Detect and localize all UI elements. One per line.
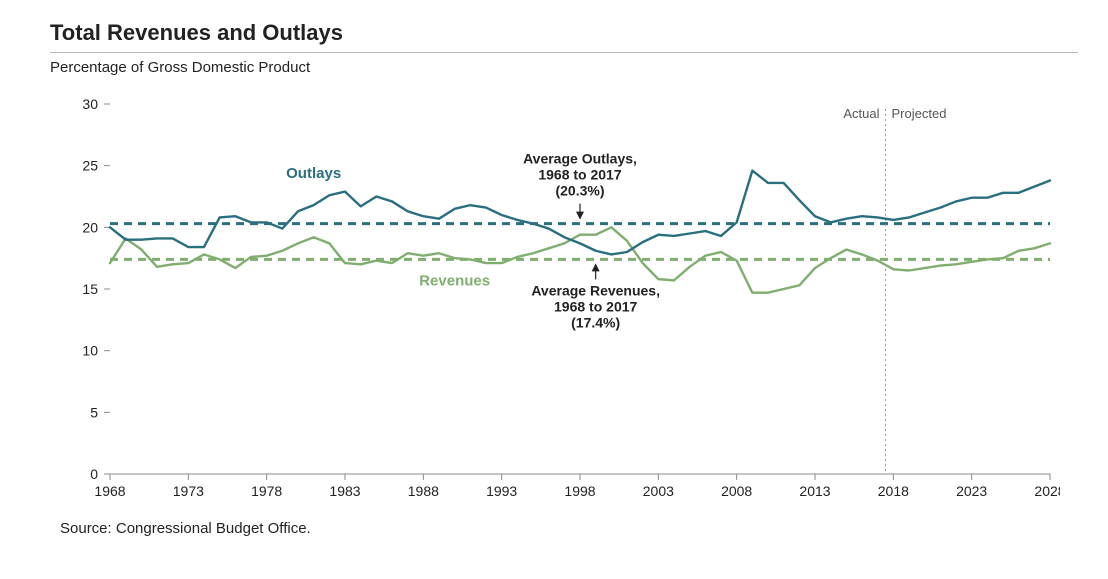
y-tick-label: 5 xyxy=(90,404,98,420)
chart-source: Source: Congressional Budget Office. xyxy=(60,520,1078,537)
chart-svg: 0 5 10 15 20 25 30 1968 1973 1978 1983 1988 1993 1998… xyxy=(60,84,1060,504)
avg-outlays-annot: Average Outlays, xyxy=(523,151,637,167)
y-tick-label: 25 xyxy=(82,158,98,174)
y-tick-label: 20 xyxy=(82,219,98,235)
avg-revenues-annot: Average Revenues, xyxy=(531,282,660,298)
x-tick-label: 2013 xyxy=(799,483,830,499)
x-tick-label: 1978 xyxy=(251,483,282,499)
x-tick-label: 1983 xyxy=(329,483,360,499)
actual-label: Actual xyxy=(843,106,879,121)
avg-revenues-annot: (17.4%) xyxy=(571,314,620,330)
chart-subtitle: Percentage of Gross Domestic Product xyxy=(50,59,1078,76)
y-tick-label: 10 xyxy=(82,343,98,359)
projected-label: Projected xyxy=(892,106,947,121)
x-tick-label: 1998 xyxy=(564,483,595,499)
x-tick-label: 2008 xyxy=(721,483,752,499)
y-tick-label: 0 xyxy=(90,466,98,482)
y-tick-label: 30 xyxy=(82,96,98,112)
x-tick-label: 2018 xyxy=(878,483,909,499)
title-rule xyxy=(50,52,1078,53)
outlays-series-label: Outlays xyxy=(286,165,341,182)
revenues-series-label: Revenues xyxy=(419,272,490,289)
x-tick-label: 1973 xyxy=(173,483,204,499)
avg-revenues-annot: 1968 to 2017 xyxy=(554,298,637,314)
x-tick-label: 2023 xyxy=(956,483,987,499)
chart-title: Total Revenues and Outlays xyxy=(50,20,1078,46)
y-tick-label: 15 xyxy=(82,281,98,297)
x-tick-label: 2003 xyxy=(643,483,674,499)
x-tick-label: 1988 xyxy=(408,483,439,499)
chart-plot-area: 0 5 10 15 20 25 30 1968 1973 1978 1983 1988 1993 1998… xyxy=(60,84,1060,504)
x-tick-label: 2028 xyxy=(1034,483,1060,499)
x-tick-label: 1968 xyxy=(94,483,125,499)
avg-outlays-annot: (20.3%) xyxy=(555,183,604,199)
x-tick-label: 1993 xyxy=(486,483,517,499)
arrow-down-icon xyxy=(576,212,584,220)
avg-outlays-annot: 1968 to 2017 xyxy=(538,167,621,183)
arrow-up-icon xyxy=(592,263,600,271)
